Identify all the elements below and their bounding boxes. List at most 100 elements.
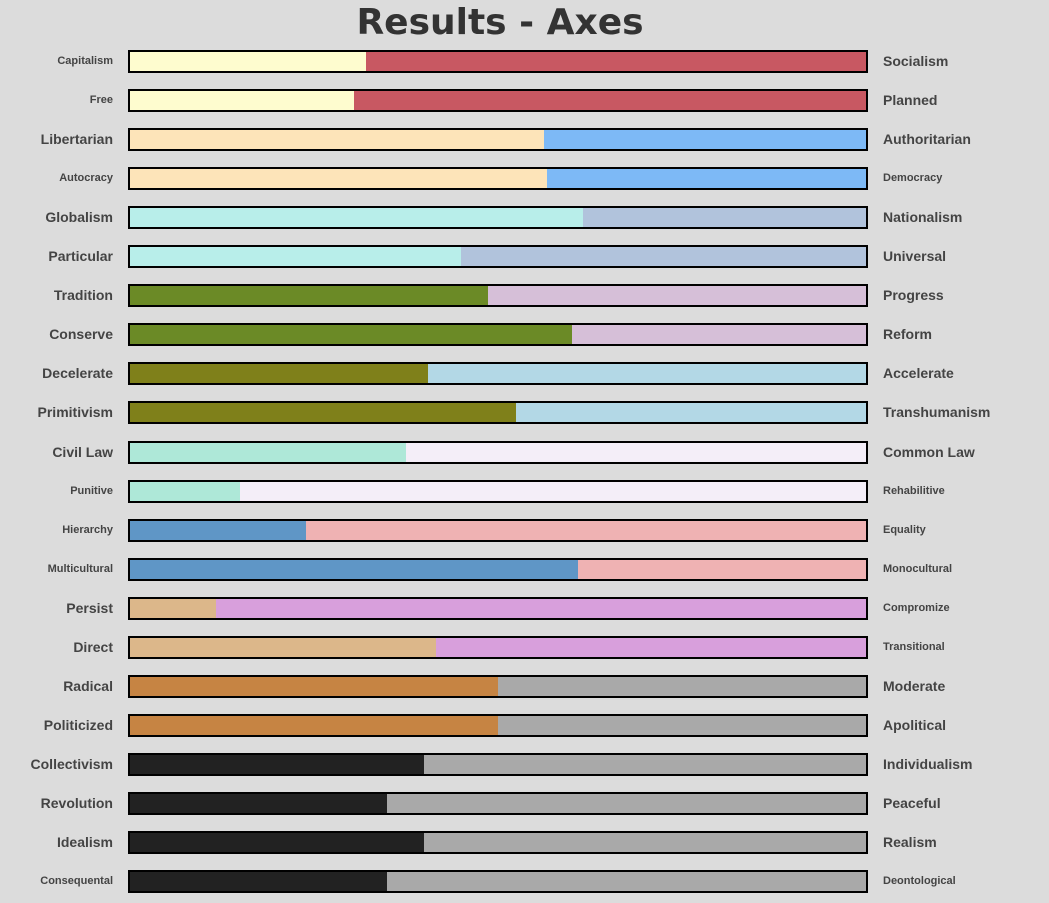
axis-left-label: Direct xyxy=(73,638,113,655)
bar-right-segment xyxy=(386,872,866,892)
bar-right-segment xyxy=(216,598,866,618)
bar-right-segment xyxy=(582,208,866,228)
axis-right-label: Realism xyxy=(883,834,937,850)
axis-left-label: Politicized xyxy=(43,716,113,733)
bar-left-segment xyxy=(130,676,498,696)
axis-bar xyxy=(128,674,868,698)
bar-right-segment xyxy=(305,520,866,540)
axis-bar xyxy=(128,557,868,581)
bar-left-segment xyxy=(130,364,429,384)
bar-right-segment xyxy=(354,91,866,111)
bar-left-segment xyxy=(130,91,355,111)
bar-left-segment xyxy=(130,169,548,189)
bar-right-segment xyxy=(547,169,866,189)
bar-right-segment xyxy=(544,130,866,150)
axis-right-label: Peaceful xyxy=(883,794,941,811)
bar-left-segment xyxy=(130,325,572,345)
axis-row: Persist Compromize xyxy=(0,596,1049,620)
bar-left-segment xyxy=(130,208,583,228)
axis-row: Direct Transitional xyxy=(0,635,1049,659)
bar-left-segment xyxy=(130,52,366,71)
axis-right-label: Nationalism xyxy=(883,209,963,226)
axis-right-label: Transhumanism xyxy=(883,404,991,421)
bar-left-segment xyxy=(130,872,387,892)
bar-left-segment xyxy=(130,442,406,462)
axis-bar xyxy=(128,518,868,542)
axis-bar xyxy=(128,284,868,308)
bar-right-segment xyxy=(578,559,866,579)
bar-right-segment xyxy=(424,754,866,774)
axis-right-label: Compromize xyxy=(883,601,950,614)
bar-left-segment xyxy=(130,793,387,813)
axis-left-label: Tradition xyxy=(53,287,113,304)
axis-bar xyxy=(128,870,868,894)
axis-row: Primitivism Transhumanism xyxy=(0,401,1049,425)
axis-row: Particular Universal xyxy=(0,245,1049,269)
bar-left-segment xyxy=(130,559,579,579)
axis-left-label: Civil Law xyxy=(52,443,113,460)
bar-right-segment xyxy=(436,637,866,657)
axis-right-label: Monocultural xyxy=(883,562,953,575)
axis-row: Radical Moderate xyxy=(0,674,1049,698)
axis-row: Hierarchy Equality xyxy=(0,518,1049,542)
bar-right-segment xyxy=(428,364,866,384)
axis-row: Multicultural Monocultural xyxy=(0,557,1049,581)
axis-right-label: Universal xyxy=(883,248,947,265)
axis-bar xyxy=(128,635,868,659)
axis-bar xyxy=(128,206,868,230)
axis-right-label: Transitional xyxy=(883,640,945,653)
bar-left-segment xyxy=(130,833,425,852)
bar-left-segment xyxy=(130,130,545,150)
bar-left-segment xyxy=(130,598,217,618)
bar-left-segment xyxy=(130,403,516,423)
bar-left-segment xyxy=(130,481,241,501)
axis-right-label: Deontological xyxy=(883,875,956,888)
axis-bar xyxy=(128,362,868,386)
axis-row: Punitive Rehabilitive xyxy=(0,479,1049,503)
axis-bar xyxy=(128,245,868,269)
bar-right-segment xyxy=(240,481,866,501)
axis-right-label: Rehabilitive xyxy=(883,484,945,497)
bar-right-segment xyxy=(461,247,866,267)
axis-left-label: Globalism xyxy=(45,209,113,226)
bar-right-segment xyxy=(498,715,866,735)
axis-left-label: Radical xyxy=(63,677,113,694)
bar-right-segment xyxy=(487,286,866,306)
axis-left-label: Revolution xyxy=(40,794,113,811)
chart-title: Results - Axes xyxy=(356,2,644,43)
axis-right-label: Democracy xyxy=(883,172,943,185)
axis-row: Autocracy Democracy xyxy=(0,167,1049,191)
axis-right-label: Reform xyxy=(883,326,933,343)
axis-bar xyxy=(128,440,868,464)
axis-left-label: Multicultural xyxy=(47,562,113,575)
axis-bar xyxy=(128,596,868,620)
bar-right-segment xyxy=(498,676,866,696)
axis-bar xyxy=(128,479,868,503)
axis-row: Consequental Deontological xyxy=(0,870,1049,894)
axis-left-label: Hierarchy xyxy=(62,523,113,536)
axis-row: Idealism Realism xyxy=(0,831,1049,854)
bar-right-segment xyxy=(515,403,866,423)
axis-right-label: Authoritarian xyxy=(883,131,971,148)
axis-bar xyxy=(128,752,868,776)
bar-right-segment xyxy=(424,833,866,852)
axis-left-label: Collectivism xyxy=(30,755,113,772)
axis-bar xyxy=(128,831,868,854)
bar-left-segment xyxy=(130,286,488,306)
axis-row: Civil Law Common Law xyxy=(0,440,1049,464)
bar-right-segment xyxy=(406,442,866,462)
axis-row: Decelerate Accelerate xyxy=(0,362,1049,386)
axis-row: Tradition Progress xyxy=(0,284,1049,308)
bar-left-segment xyxy=(130,754,425,774)
axis-left-label: Autocracy xyxy=(59,172,113,185)
axis-row: Libertarian Authoritarian xyxy=(0,128,1049,152)
axis-left-label: Primitivism xyxy=(37,404,113,421)
axis-row: Collectivism Individualism xyxy=(0,752,1049,776)
axis-right-label: Progress xyxy=(883,287,944,304)
axis-right-label: Apolitical xyxy=(883,716,947,733)
axis-left-label: Conserve xyxy=(49,326,113,343)
axis-left-label: Punitive xyxy=(70,484,113,497)
axis-right-label: Accelerate xyxy=(883,365,954,382)
axis-bar xyxy=(128,791,868,815)
axis-right-label: Moderate xyxy=(883,677,946,694)
